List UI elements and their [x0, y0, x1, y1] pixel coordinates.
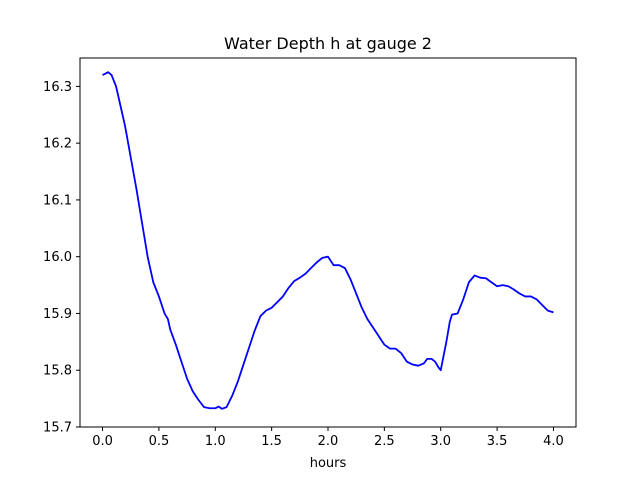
- y-tick-label: 16.0: [43, 250, 72, 265]
- series-line-water-depth: [102, 71, 554, 410]
- y-tick-label: 16.2: [43, 137, 72, 152]
- y-tick-label: 15.8: [43, 364, 72, 379]
- x-tick-label: 0.5: [149, 434, 170, 449]
- x-tick-label: 0.0: [92, 434, 113, 449]
- x-tick-label: 4.0: [543, 434, 564, 449]
- x-tick-label: 2.5: [374, 434, 395, 449]
- y-axis-ticks: 15.7 15.8 15.9 16.0 16.1 16.2 16.3: [43, 80, 80, 436]
- x-tick-label: 3.0: [430, 434, 451, 449]
- y-tick-label: 16.1: [43, 193, 72, 208]
- x-axis-ticks: 0.0 0.5 1.0 1.5 2.0 2.5 3.0 3.5 4.0: [92, 427, 564, 449]
- x-tick-label: 3.5: [487, 434, 508, 449]
- y-tick-label: 15.7: [43, 421, 72, 436]
- y-tick-label: 16.3: [43, 80, 72, 95]
- x-tick-label: 1.0: [205, 434, 226, 449]
- x-axis-label: hours: [310, 456, 347, 471]
- x-tick-label: 1.5: [261, 434, 282, 449]
- x-tick-label: 2.0: [318, 434, 339, 449]
- plot-area-frame: [79, 57, 577, 428]
- chart-title: Water Depth h at gauge 2: [224, 34, 432, 53]
- y-tick-label: 15.9: [43, 307, 72, 322]
